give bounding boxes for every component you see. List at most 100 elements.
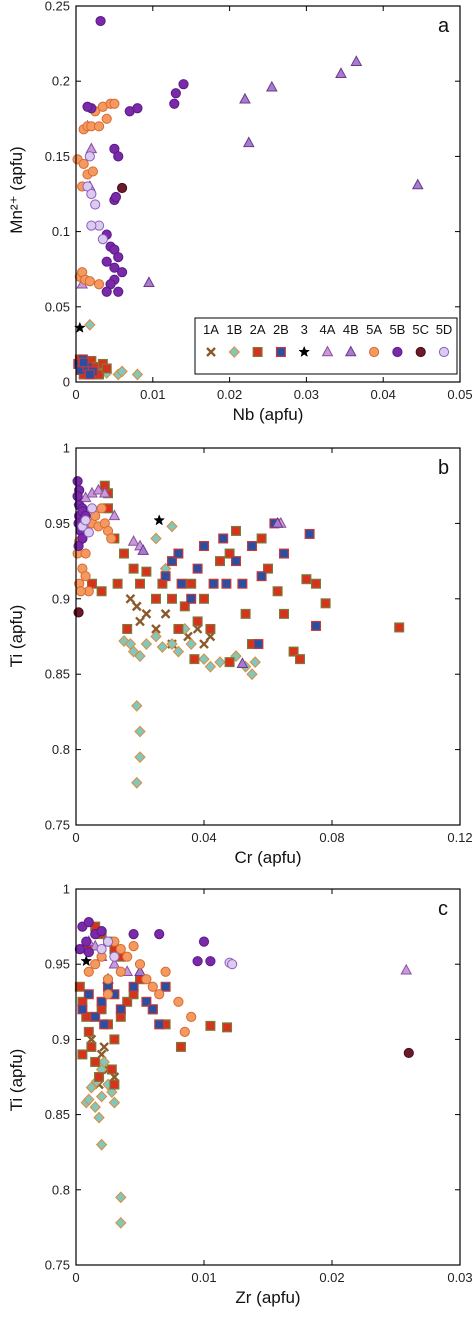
data-point: [199, 593, 210, 604]
data-point: [256, 533, 267, 544]
legend-label: 5C: [412, 322, 429, 337]
series-2A: [86, 480, 405, 668]
y-tick-label: 0.75: [45, 1258, 70, 1273]
data-point: [122, 623, 133, 634]
data-point: [239, 92, 251, 104]
x-tick-label: 0.05: [447, 387, 472, 402]
data-point: [84, 276, 95, 287]
data-point: [86, 188, 97, 200]
series-4B: [143, 55, 424, 288]
data-point: [80, 548, 91, 559]
data-point: [189, 654, 200, 665]
data-point: [205, 623, 216, 634]
legend-label: 4B: [343, 322, 359, 337]
data-point: [141, 996, 152, 1007]
data-point: [301, 574, 312, 585]
data-point: [173, 996, 184, 1007]
y-tick-label: 0.15: [45, 149, 70, 164]
y-tick-label: 0.85: [45, 667, 70, 682]
legend-marker: [344, 345, 357, 357]
data-point: [101, 113, 112, 124]
data-point: [73, 540, 84, 552]
x-tick-label: 0.02: [319, 1270, 344, 1285]
data-point: [83, 989, 94, 1000]
data-point: [116, 267, 128, 278]
data-point: [96, 944, 107, 955]
data-point: [295, 654, 306, 665]
data-point: [131, 699, 143, 712]
data-point: [147, 1004, 158, 1015]
data-point: [83, 947, 94, 958]
data-point: [99, 1019, 110, 1030]
panel-label: b: [438, 457, 449, 479]
data-point: [186, 578, 197, 589]
chart-panel-b: 0 0.04 0.08 0.12 0.75 0.8 0.85 0.9 0.95 1 b Cr (apf…: [7, 441, 473, 868]
data-point: [224, 657, 235, 668]
legend-marker: [369, 346, 380, 358]
legend: 1A 1B 2A 2B 3 4A 4B 5A 5B 5C 5D: [194, 317, 458, 375]
data-point: [403, 1047, 414, 1059]
data-point: [131, 601, 142, 612]
data-point: [176, 578, 187, 589]
data-point: [141, 609, 152, 619]
plot-frame: [75, 888, 461, 1266]
data-point: [169, 98, 180, 109]
data-point: [106, 533, 117, 544]
data-point: [80, 571, 91, 582]
data-point: [160, 981, 171, 992]
data-point: [147, 981, 158, 992]
x-tick-label: 0: [72, 387, 79, 402]
data-point: [279, 608, 290, 619]
data-point: [271, 516, 284, 528]
data-point: [93, 121, 105, 132]
data-point: [77, 1004, 88, 1015]
data-point: [115, 1004, 126, 1015]
data-point: [224, 548, 235, 559]
data-point: [90, 1011, 101, 1022]
data-point: [205, 1020, 216, 1031]
data-point: [141, 566, 152, 577]
data-point: [83, 527, 94, 538]
data-point: [115, 1191, 127, 1204]
legend-marker: [415, 346, 426, 358]
data-point: [125, 593, 136, 604]
legend-box: [194, 317, 458, 375]
data-point: [87, 166, 98, 177]
data-point: [96, 996, 107, 1007]
data-point: [74, 944, 85, 955]
data-point: [265, 80, 278, 92]
data-point: [151, 593, 162, 604]
data-point: [97, 234, 108, 245]
data-point: [160, 571, 171, 582]
plot-frame: [75, 447, 461, 826]
data-point: [263, 563, 274, 574]
series-5C: [73, 607, 84, 618]
data-point: [128, 563, 139, 574]
chart-panel-a: 0 0.01 0.02 0.03 0.04 0.05 0 0.05 0.1 0.15 0.2 0.25…: [7, 0, 473, 424]
legend-label: 1B: [226, 322, 242, 337]
data-point: [279, 548, 290, 559]
legend-marker: [438, 346, 450, 358]
x-tick-label: 0.03: [447, 1270, 472, 1285]
data-point: [122, 996, 133, 1007]
data-point: [154, 1019, 165, 1030]
data-point: [118, 635, 130, 647]
data-point: [109, 98, 120, 109]
x-axis-label: Cr (apfu): [234, 848, 301, 867]
data-point: [90, 199, 101, 210]
plot-frame: [75, 5, 461, 383]
y-tick-label: 0.95: [45, 516, 70, 531]
series-5C: [403, 1047, 414, 1059]
legend-marker: [252, 347, 263, 358]
data-point: [131, 368, 144, 381]
chart-panel-c: 0 0.01 0.02 0.03 0.75 0.8 0.85 0.9 0.95 1 c Zr (apf…: [7, 882, 473, 1308]
data-point: [73, 607, 84, 618]
data-point: [173, 548, 184, 559]
data-point: [214, 656, 226, 669]
data-point: [109, 1079, 120, 1090]
data-point: [153, 514, 166, 526]
data-point: [86, 1041, 97, 1052]
series-5C: [116, 182, 128, 194]
data-point: [116, 365, 128, 378]
